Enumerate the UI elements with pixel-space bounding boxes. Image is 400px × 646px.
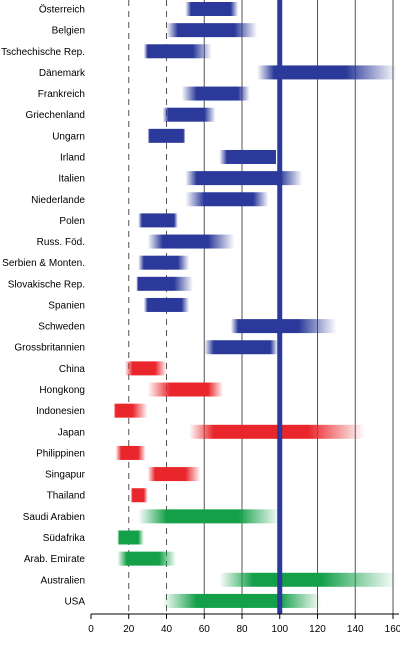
reference-layer (277, 0, 283, 614)
bar-australien (219, 572, 397, 587)
row-label: Japan (58, 427, 85, 438)
row-label: Schweden (38, 322, 85, 333)
bar-spanien (143, 297, 190, 312)
bar-layer (113, 2, 397, 608)
row-label: USA (64, 596, 85, 607)
row-label: Österreich (39, 4, 85, 16)
row-label: Südafrika (43, 533, 86, 544)
row-label: Belgien (52, 26, 85, 37)
bar-tschechische-rep- (143, 44, 212, 59)
row-label: Serbien & Monten. (2, 258, 85, 269)
row-label: Niederlande (31, 195, 85, 206)
row-label: Philippinen (36, 448, 85, 459)
bar-russ-f-d- (147, 234, 235, 249)
bar-frankreich (181, 86, 250, 101)
bar--sterreich (185, 2, 239, 16)
row-label: Dänemark (39, 68, 86, 79)
row-label: Arab. Emirate (24, 554, 86, 565)
bar-serbien-monten- (138, 255, 190, 270)
bar-thailand (130, 488, 148, 503)
x-tick-label: 60 (199, 624, 211, 635)
bar-philippinen (115, 445, 146, 460)
bar-japan (189, 424, 365, 439)
x-tick-label: 80 (236, 624, 248, 635)
x-tick-label: 40 (161, 624, 173, 635)
bar-belgien (166, 23, 258, 38)
bar-arab-emirate (117, 551, 176, 566)
bar-indonesien (113, 403, 148, 418)
row-label: China (59, 364, 86, 375)
bar-singapur (147, 467, 201, 482)
bar-niederlande (185, 192, 269, 207)
bar-italien (185, 171, 303, 186)
row-label: Polen (59, 216, 85, 227)
bar-schweden (230, 319, 337, 334)
row-label: Spanien (48, 300, 85, 311)
x-tick-label: 0 (88, 624, 94, 635)
bar-usa (162, 593, 322, 608)
bar-s-dafrika (117, 530, 144, 545)
bar-polen (138, 213, 178, 228)
row-label: Tschechische Rep. (1, 47, 85, 58)
bar-slovakische-rep- (136, 276, 193, 291)
x-axis: 0 20 40 60 80 100 120 140 160 (88, 613, 400, 635)
row-label: Singapur (45, 470, 86, 481)
x-tick-label: 140 (347, 624, 364, 635)
bar-hongkong (147, 382, 224, 397)
row-label: Indonesien (36, 406, 85, 417)
row-label: Grossbritannien (14, 343, 85, 354)
reference-line-100 (277, 0, 283, 614)
row-label: Saudi Arabien (23, 512, 85, 523)
row-label: Frankreich (38, 89, 85, 100)
x-tick-label: 100 (271, 624, 288, 635)
bar-grossbritannien (204, 340, 278, 355)
row-label: Ungarn (52, 131, 85, 142)
x-tick-label: 160 (385, 624, 400, 635)
bar-griechenland (162, 107, 216, 122)
row-label: Hongkong (39, 385, 85, 396)
row-label: Italien (58, 174, 85, 185)
row-label: Slovakische Rep. (8, 279, 85, 290)
x-tick-label: 120 (309, 624, 326, 635)
label-layer: Österreich Belgien Tschechische Rep. Dänema… (1, 4, 86, 608)
row-label: Russ. Föd. (37, 237, 85, 248)
row-label: Australien (41, 575, 85, 586)
x-tick-label: 20 (123, 624, 135, 635)
bar-irland (219, 149, 276, 164)
bar-d-nemark (257, 65, 397, 80)
row-label: Griechenland (26, 110, 85, 121)
row-label: Thailand (47, 491, 85, 502)
bar-saudi-arabien (138, 509, 280, 524)
row-label: Irland (60, 152, 85, 163)
bar-china (124, 361, 167, 376)
bar-ungarn (147, 128, 186, 143)
